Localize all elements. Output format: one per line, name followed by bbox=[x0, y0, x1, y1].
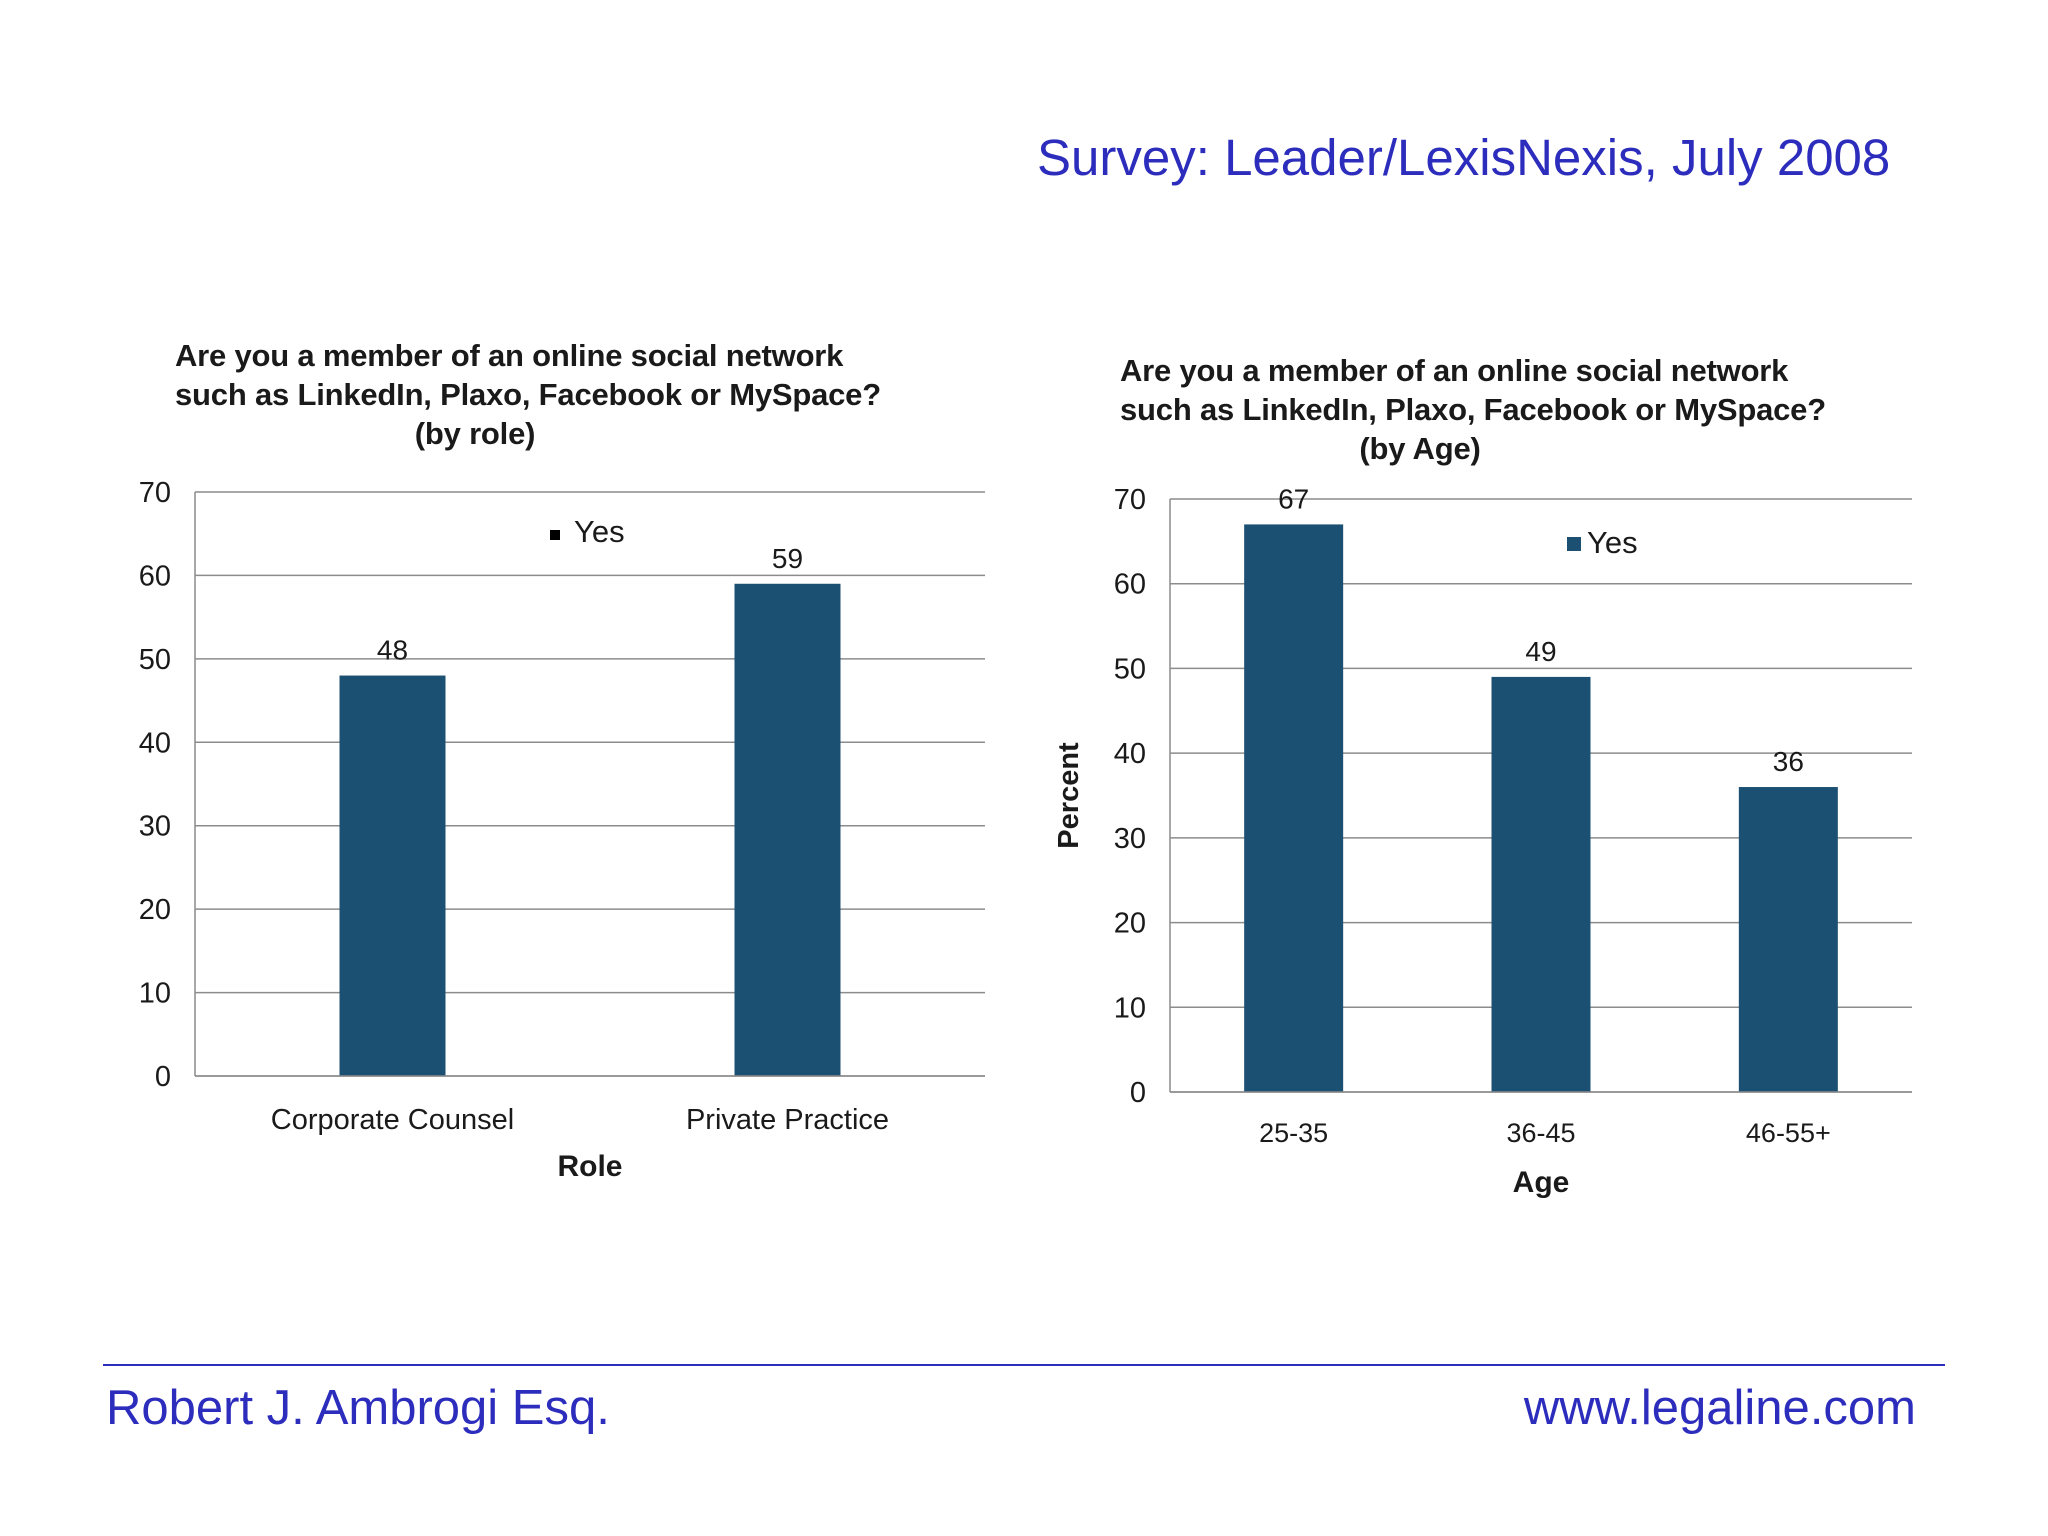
data-label: 48 bbox=[377, 635, 408, 666]
y-tick-label: 0 bbox=[1130, 1077, 1146, 1109]
y-axis-label: Percent bbox=[1053, 742, 1085, 849]
chart-title-line-1: Are you a member of an online social net… bbox=[1120, 353, 1789, 388]
y-tick-label: 20 bbox=[1114, 908, 1146, 940]
y-tick-label: 30 bbox=[139, 811, 171, 843]
y-tick-label: 10 bbox=[139, 978, 171, 1010]
y-tick-label: 60 bbox=[1114, 569, 1146, 601]
x-tick-label: Private Practice bbox=[686, 1104, 889, 1136]
y-tick-label: 30 bbox=[1114, 823, 1146, 855]
x-axis-label: Role bbox=[557, 1150, 622, 1183]
footer-author: Robert J. Ambrogi Esq. bbox=[106, 1381, 610, 1435]
y-tick-label: 10 bbox=[1114, 992, 1146, 1024]
y-tick-label: 50 bbox=[1114, 653, 1146, 685]
x-tick-label: 25-35 bbox=[1259, 1118, 1328, 1148]
bar bbox=[339, 675, 446, 1076]
chart-by-age: Are you a member of an online social net… bbox=[1040, 345, 1940, 1225]
chart-title: Are you a member of an online social net… bbox=[175, 336, 881, 453]
chart-title-line-1: Are you a member of an online social net… bbox=[175, 338, 844, 373]
chart-title-line-3: (by Age) bbox=[1359, 431, 1481, 466]
data-label: 49 bbox=[1525, 636, 1556, 667]
footer-divider bbox=[103, 1364, 1945, 1366]
y-tick-label: 40 bbox=[139, 727, 171, 759]
legend-swatch bbox=[550, 530, 560, 540]
bar bbox=[1244, 524, 1344, 1092]
legend-swatch bbox=[1567, 537, 1581, 551]
legend-label: Yes bbox=[574, 514, 625, 549]
y-tick-label: 40 bbox=[1114, 738, 1146, 770]
chart-by-role: Are you a member of an online social net… bbox=[110, 330, 1010, 1210]
y-tick-label: 70 bbox=[139, 477, 171, 509]
x-axis-label: Age bbox=[1513, 1166, 1570, 1199]
chart-title: Are you a member of an online social net… bbox=[1120, 351, 1826, 468]
bar bbox=[734, 583, 841, 1076]
chart-title-line-2: such as LinkedIn, Plaxo, Facebook or MyS… bbox=[1120, 392, 1826, 427]
chart-title-line-2: such as LinkedIn, Plaxo, Facebook or MyS… bbox=[175, 377, 881, 412]
bar bbox=[1738, 787, 1838, 1092]
y-tick-label: 50 bbox=[139, 644, 171, 676]
x-tick-label: 46-55+ bbox=[1746, 1118, 1831, 1148]
footer-website: www.legaline.com bbox=[1523, 1381, 1916, 1435]
chart-plot: 0 10 20 30 40 50 60 70 67 25-35 49 36-45 36 46-55+ Age… bbox=[1053, 483, 1912, 1199]
chart-title-line-3: (by role) bbox=[414, 416, 536, 451]
survey-title: Survey: Leader/LexisNexis, July 2008 bbox=[1037, 129, 1891, 186]
x-tick-label: Corporate Counsel bbox=[271, 1104, 514, 1136]
chart-plot: 0 10 20 30 40 50 60 70 48 Corporate Counsel 59 Priv… bbox=[139, 477, 985, 1183]
data-label: 59 bbox=[772, 543, 803, 574]
y-tick-label: 0 bbox=[155, 1061, 171, 1093]
data-label: 36 bbox=[1773, 746, 1804, 777]
y-tick-label: 70 bbox=[1114, 484, 1146, 516]
bar bbox=[1491, 676, 1591, 1092]
data-label: 67 bbox=[1278, 483, 1309, 514]
y-tick-label: 20 bbox=[139, 894, 171, 926]
legend-label: Yes bbox=[1587, 525, 1638, 560]
x-tick-label: 36-45 bbox=[1506, 1118, 1575, 1148]
y-tick-label: 60 bbox=[139, 560, 171, 592]
